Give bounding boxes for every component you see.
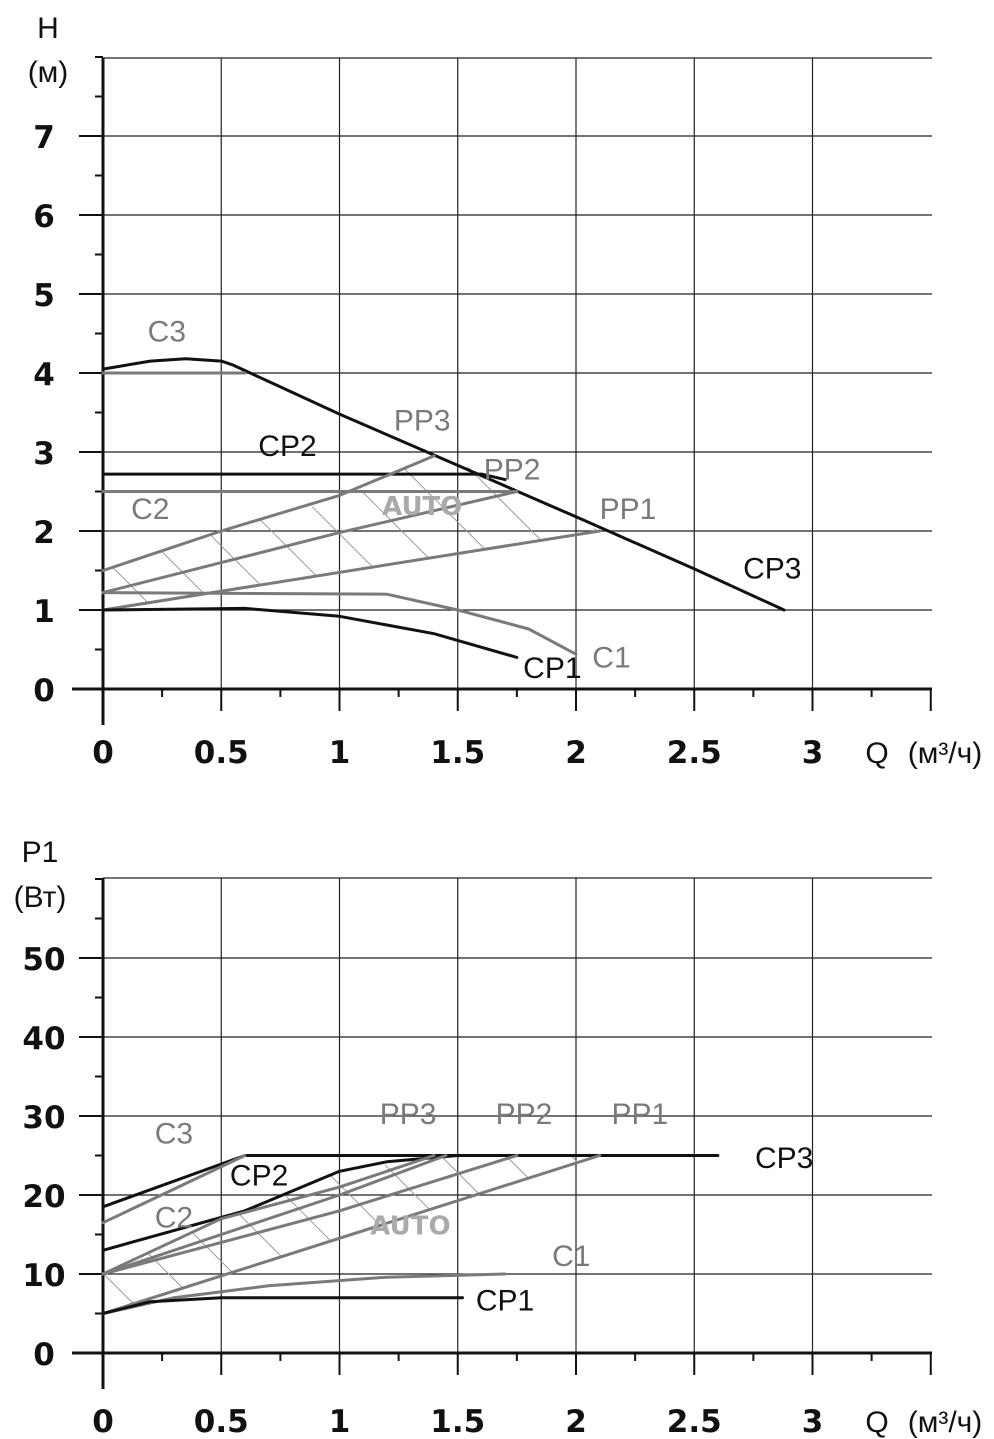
grid bbox=[103, 57, 932, 689]
y-tick-label: 4 bbox=[33, 357, 55, 393]
series-label-pp1: PP1 bbox=[611, 1098, 668, 1131]
x-tick-label: 1 bbox=[329, 1404, 351, 1439]
series-cp1 bbox=[101, 606, 519, 659]
y-axis-title: H bbox=[37, 12, 59, 45]
y-tick-label: 0 bbox=[33, 1337, 55, 1373]
auto-label: AUTO bbox=[370, 1212, 450, 1242]
x-tick-label: 3 bbox=[802, 1404, 824, 1439]
y-tick-label: 50 bbox=[22, 942, 65, 978]
series-label-c3: C3 bbox=[155, 1118, 193, 1151]
x-axis-unit: (м³/ч) bbox=[908, 737, 983, 770]
y-tick-label: 20 bbox=[22, 1179, 65, 1215]
head-chart: C3 CP2 PP3 PP2 C2 PP1 CP3 CP1 C1 AUTO 0 1 2 3 4 5 6 7 0 0.5… bbox=[28, 12, 983, 771]
series-c2 bbox=[101, 1154, 436, 1276]
series-label-c2: C2 bbox=[131, 493, 169, 526]
series-label-cp1: CP1 bbox=[476, 1284, 534, 1317]
x-axis-title: Q bbox=[865, 1406, 888, 1439]
x-tick-label: 2 bbox=[565, 1404, 587, 1439]
y-tick-label: 7 bbox=[33, 120, 55, 156]
x-tick-label: 0.5 bbox=[194, 1404, 249, 1439]
y-tick-label: 10 bbox=[22, 1258, 65, 1294]
series-label-cp1: CP1 bbox=[523, 652, 581, 685]
series-c1 bbox=[101, 591, 578, 656]
series-label-pp3: PP3 bbox=[394, 405, 451, 438]
y-tick-label: 1 bbox=[33, 594, 55, 630]
x-tick-label: 1 bbox=[329, 735, 351, 771]
x-tick-label: 3 bbox=[802, 735, 824, 771]
x-tick-label: 0 bbox=[92, 1404, 114, 1439]
series-pp3 bbox=[101, 454, 436, 572]
x-axis-unit: (м³/ч) bbox=[908, 1406, 983, 1439]
series-label-c3: C3 bbox=[148, 315, 186, 348]
series-cp2 bbox=[101, 472, 507, 482]
x-axis-title: Q bbox=[865, 737, 888, 770]
series-c3 bbox=[101, 1154, 247, 1225]
series-label-cp2: CP2 bbox=[230, 1160, 288, 1193]
minor-ticks bbox=[79, 56, 932, 711]
y-tick-label: 5 bbox=[33, 278, 55, 314]
y-axis-unit: (м) bbox=[28, 56, 69, 89]
y-tick-label: 0 bbox=[33, 673, 55, 709]
series-label-c1: C1 bbox=[552, 1240, 590, 1273]
series-cp1 bbox=[101, 1296, 464, 1315]
series-label-pp2: PP2 bbox=[496, 1098, 553, 1131]
series-cp3 bbox=[101, 357, 786, 612]
x-tick-label: 1.5 bbox=[430, 735, 485, 771]
x-tick-label: 2 bbox=[565, 735, 587, 771]
series-pp1 bbox=[101, 529, 602, 612]
y-tick-label: 40 bbox=[22, 1021, 65, 1057]
series-label-pp3: PP3 bbox=[380, 1098, 437, 1131]
series-pp2 bbox=[101, 490, 519, 595]
auto-region-hatch bbox=[103, 455, 600, 610]
auto-label: AUTO bbox=[382, 492, 462, 522]
series-label-cp3: CP3 bbox=[755, 1142, 813, 1175]
grid bbox=[103, 877, 932, 1353]
y-axis-unit: (Вт) bbox=[14, 881, 67, 914]
y-axis-title: P1 bbox=[22, 836, 59, 869]
series-label-cp2: CP2 bbox=[258, 430, 316, 463]
series-label-pp2: PP2 bbox=[484, 454, 541, 487]
series-label-c2: C2 bbox=[155, 1201, 193, 1234]
y-tick-label: 6 bbox=[33, 199, 55, 235]
series-pp2 bbox=[101, 1154, 519, 1276]
x-tick-label: 2.5 bbox=[667, 1404, 722, 1439]
series-label-cp3: CP3 bbox=[743, 552, 801, 585]
series-cp2 bbox=[101, 1154, 460, 1252]
series-pp1 bbox=[101, 1154, 602, 1315]
series-label-pp1: PP1 bbox=[600, 493, 657, 526]
x-tick-label: 2.5 bbox=[667, 735, 722, 771]
y-tick-label: 30 bbox=[22, 1100, 65, 1136]
x-tick-label: 0.5 bbox=[194, 735, 249, 771]
series-label-c1: C1 bbox=[592, 642, 630, 675]
y-tick-label: 2 bbox=[33, 515, 55, 551]
y-tick-label: 3 bbox=[33, 436, 55, 472]
series-pp3 bbox=[101, 1154, 448, 1276]
x-tick-label: 0 bbox=[92, 735, 114, 771]
x-tick-label: 1.5 bbox=[430, 1404, 485, 1439]
